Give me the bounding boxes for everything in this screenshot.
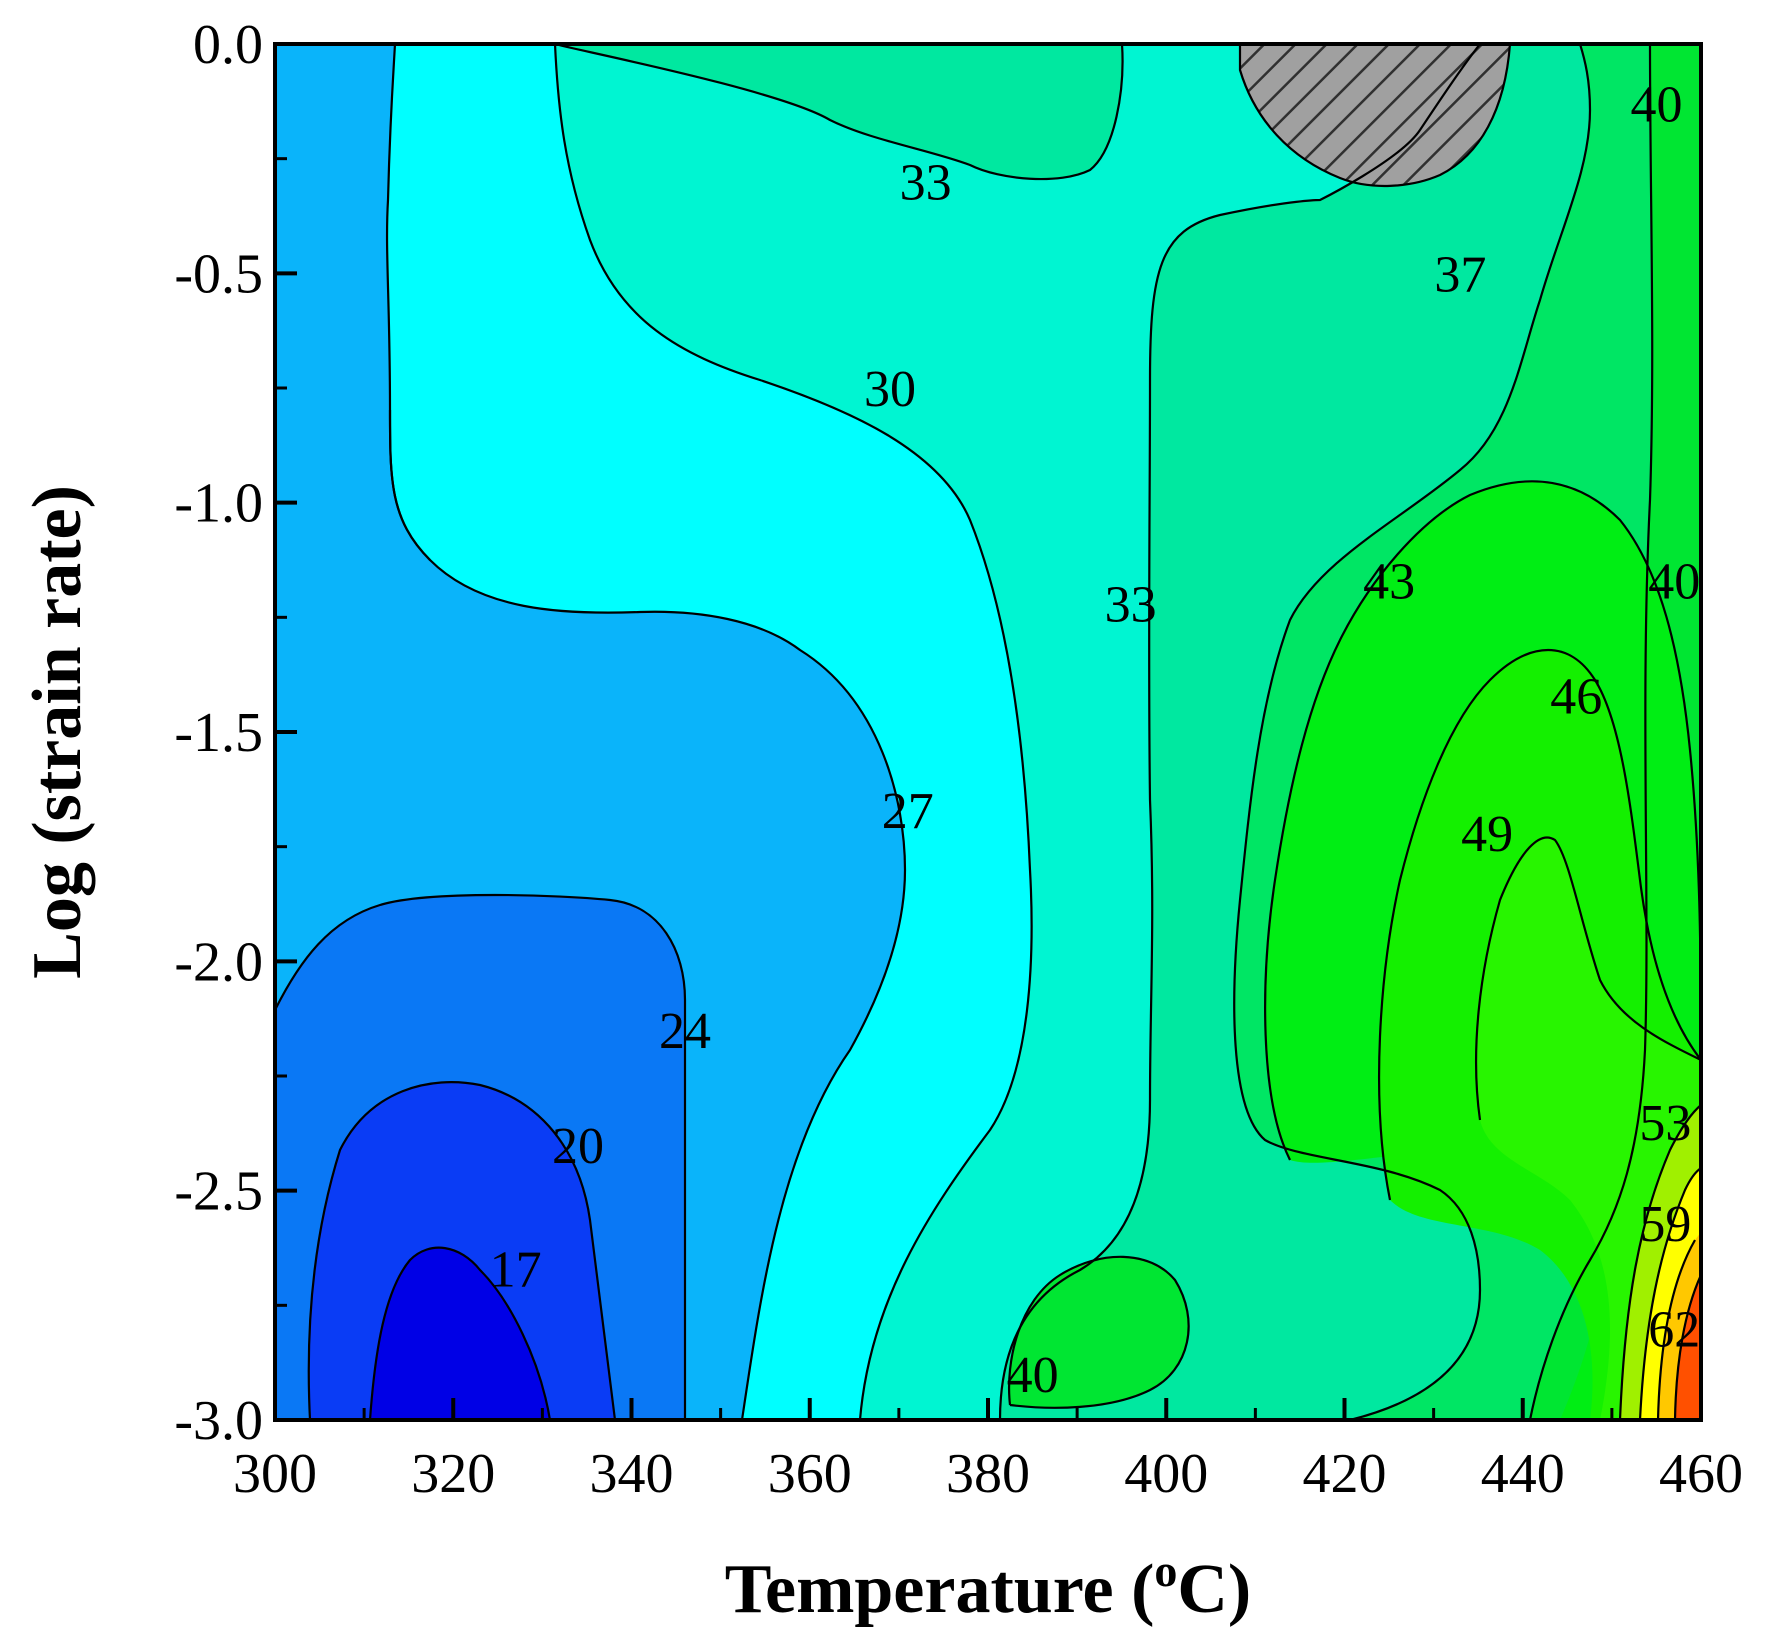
contour-label-24: 24 bbox=[659, 1003, 711, 1060]
contour-line-56 bbox=[1638, 1167, 1701, 1420]
contour-line-17 bbox=[368, 1246, 552, 1420]
y-tick-label: -3.0 bbox=[174, 1390, 263, 1452]
fill-band-gt62 bbox=[1675, 1275, 1701, 1420]
x-axis-title: Temperature (oC) bbox=[725, 1545, 1252, 1628]
contour-label-33: 33 bbox=[900, 155, 952, 212]
contour-line-40b bbox=[1528, 44, 1654, 1420]
fill-band-33-37-top bbox=[555, 44, 1123, 180]
x-axis-title-unit: C) bbox=[1177, 1551, 1251, 1628]
contour-line-46 bbox=[1378, 648, 1701, 1201]
y-tick-label: -2.0 bbox=[174, 931, 263, 993]
contour-line-37 bbox=[998, 44, 1481, 1420]
x-tick-label: 420 bbox=[1303, 1443, 1387, 1505]
contour-label-17: 17 bbox=[490, 1242, 542, 1299]
y-tick-label: 0.0 bbox=[193, 14, 263, 76]
contour-labels: 33 37 40 30 33 43 40 46 27 49 24 20 53 17 59 62 40 bbox=[490, 77, 1701, 1405]
y-axis-title: Log (strain rate) bbox=[19, 485, 96, 979]
y-tick-label: -0.5 bbox=[174, 243, 263, 305]
contour-label-37: 37 bbox=[1434, 246, 1486, 303]
contour-label-40: 40 bbox=[1648, 554, 1700, 611]
x-tick-label: 340 bbox=[590, 1443, 674, 1505]
contour-label-40: 40 bbox=[1007, 1347, 1059, 1404]
contour-label-43: 43 bbox=[1363, 554, 1415, 611]
contour-label-59: 59 bbox=[1639, 1196, 1691, 1253]
contour-line-49 bbox=[1474, 836, 1701, 1121]
contour-label-40: 40 bbox=[1630, 77, 1682, 134]
unstable-hatched-region bbox=[1240, 44, 1510, 186]
fill-band-40-43-bottom bbox=[1009, 1256, 1189, 1408]
x-axis-title-superscript: o bbox=[1154, 1545, 1177, 1596]
contour-line-59 bbox=[1656, 1239, 1696, 1420]
y-tick-label: -2.5 bbox=[174, 1161, 263, 1223]
contour-label-49: 49 bbox=[1461, 806, 1513, 863]
x-tick-label: 460 bbox=[1659, 1443, 1743, 1505]
x-axis: 300 320 340 360 380 400 420 440 460 bbox=[233, 1398, 1743, 1505]
fill-band-lt17 bbox=[370, 1247, 550, 1420]
contour-line-62 bbox=[1673, 1274, 1701, 1420]
x-tick-label: 360 bbox=[768, 1443, 852, 1505]
contour-line-43 bbox=[1264, 480, 1701, 1161]
contour-label-53: 53 bbox=[1639, 1095, 1691, 1152]
contour-line-33b bbox=[554, 44, 1124, 181]
contour-label-27: 27 bbox=[882, 783, 934, 840]
x-tick-label: 320 bbox=[411, 1443, 495, 1505]
x-tick-label: 440 bbox=[1481, 1443, 1565, 1505]
contour-line-33a bbox=[553, 44, 1033, 1420]
y-tick-label: -1.0 bbox=[174, 473, 263, 535]
contour-label-62: 62 bbox=[1648, 1301, 1700, 1358]
contour-label-33: 33 bbox=[1105, 577, 1157, 634]
contour-label-46: 46 bbox=[1550, 668, 1602, 725]
y-tick-label: -1.5 bbox=[174, 702, 263, 764]
contour-label-30: 30 bbox=[864, 361, 916, 418]
contour-line-20 bbox=[307, 1081, 617, 1420]
contour-line-40a bbox=[1233, 44, 1592, 1420]
contour-line-53 bbox=[1618, 1104, 1701, 1420]
contour-fills bbox=[275, 44, 1701, 1420]
y-axis: 0.0 -0.5 -1.0 -1.5 -2.0 -2.5 -3.0 bbox=[174, 14, 297, 1452]
contour-label-20: 20 bbox=[552, 1118, 604, 1175]
contour-line-30 bbox=[385, 44, 907, 1420]
contour-line-40c bbox=[1008, 1255, 1190, 1409]
x-tick-label: 300 bbox=[233, 1443, 317, 1505]
contour-lines bbox=[275, 44, 1701, 1420]
x-axis-title-main: Temperature ( bbox=[725, 1551, 1155, 1628]
contour-line-hatch-edge bbox=[1238, 44, 1512, 188]
x-tick-label: 380 bbox=[946, 1443, 1030, 1505]
contour-line-27 bbox=[388, 409, 431, 561]
x-tick-label: 400 bbox=[1124, 1443, 1208, 1505]
contour-line-24 bbox=[275, 893, 687, 1420]
